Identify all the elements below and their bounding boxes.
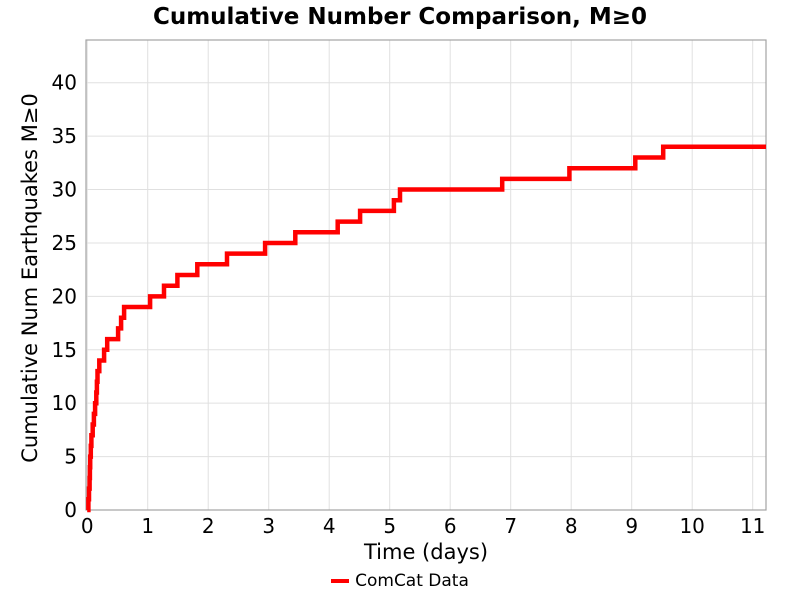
y-tick-label: 20 <box>52 284 77 308</box>
chart-title: Cumulative Number Comparison, M≥0 <box>152 4 648 30</box>
x-tick-label: 11 <box>740 514 765 538</box>
y-tick-label: 40 <box>52 71 77 95</box>
x-tick-label: 0 <box>81 514 94 538</box>
x-tick-label: 3 <box>262 514 275 538</box>
y-tick-label: 30 <box>52 178 77 202</box>
y-tick-label: 25 <box>52 231 77 255</box>
x-axis-label: Time (days) <box>363 540 489 564</box>
y-tick-label: 15 <box>52 338 77 362</box>
y-tick-label: 0 <box>64 498 77 522</box>
x-tick-label: 7 <box>504 514 517 538</box>
x-tick-label: 2 <box>202 514 215 538</box>
x-tick-label: 6 <box>444 514 457 538</box>
x-tick-label: 8 <box>565 514 578 538</box>
x-tick-label: 5 <box>383 514 396 538</box>
y-tick-label: 5 <box>64 445 77 469</box>
legend-line-marker <box>331 578 350 584</box>
y-axis-label: Cumulative Num Earthquakes M≥0 <box>18 93 42 463</box>
x-tick-label: 4 <box>323 514 336 538</box>
legend: ComCat Data <box>0 571 800 591</box>
plot-border <box>85 39 767 511</box>
legend-label: ComCat Data <box>355 571 469 591</box>
data-series-line <box>86 144 766 513</box>
y-tick-label: 10 <box>52 391 77 415</box>
y-tick-label: 35 <box>52 124 77 148</box>
x-tick-label: 1 <box>141 514 154 538</box>
x-tick-label: 9 <box>625 514 638 538</box>
x-tick-label: 10 <box>679 514 704 538</box>
